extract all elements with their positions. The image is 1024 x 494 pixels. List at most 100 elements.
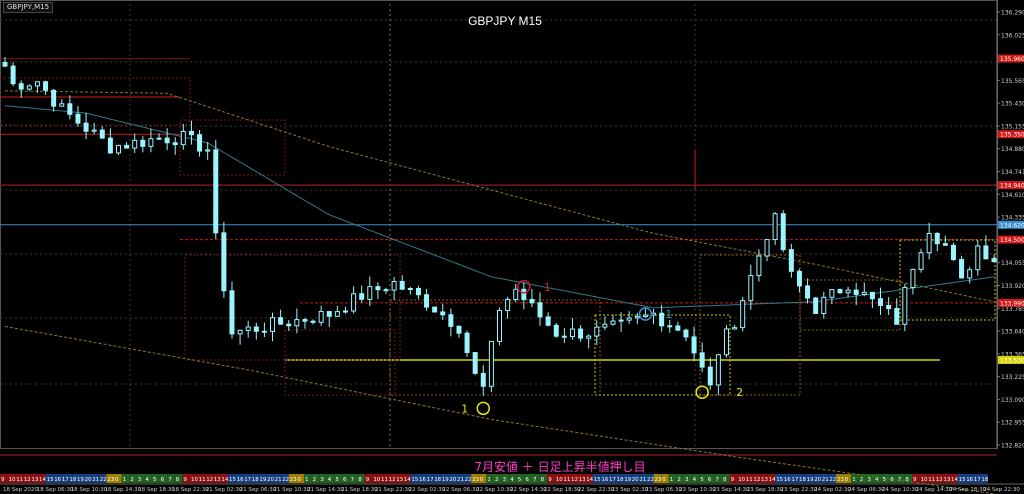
hour-label: 1: [305, 477, 309, 483]
hour-label: 0: [297, 477, 301, 483]
hour-cell: [68, 474, 76, 483]
hour-cell: [433, 474, 441, 483]
candle-body: [115, 144, 121, 154]
hour-cell: [197, 474, 206, 483]
marker-circle: [476, 401, 491, 416]
hour-label: 7: [715, 477, 719, 483]
hour-label: 10: [191, 477, 198, 483]
marker-label: 1: [544, 281, 551, 294]
hour-cell: [349, 474, 358, 483]
hour-label: 17: [609, 477, 616, 483]
candle-body: [569, 328, 575, 338]
candle-body: [367, 286, 373, 300]
candle-body: [618, 319, 624, 322]
price-tag-label: 135.960: [1000, 56, 1024, 63]
hour-cell: [167, 474, 175, 483]
hour-cell: [760, 474, 768, 483]
hour-cell: [912, 474, 920, 483]
time-tick-label: 23 Sep 22:30: [780, 487, 817, 493]
candle-body: [910, 268, 916, 288]
time-tick-label: 21 Sep 02:30: [206, 487, 243, 493]
hour-label: 22: [829, 477, 836, 483]
hour-label: 15: [411, 477, 418, 483]
symbol-tab[interactable]: GBPJPY,M15: [3, 2, 54, 13]
hour-label: 17: [244, 477, 251, 483]
hour-cell: [600, 474, 608, 483]
hour-cell: [547, 474, 555, 483]
hour-cell: [380, 474, 388, 483]
price-tick-label: 134.610: [1001, 192, 1024, 199]
hour-cell: [980, 474, 988, 483]
candle-body: [699, 352, 705, 368]
hour-cell: [752, 474, 760, 483]
candle-body: [529, 298, 535, 304]
candle-body: [691, 336, 697, 354]
hour-cell: [250, 474, 259, 483]
hour-label: 7: [168, 477, 172, 483]
candle-body: [10, 65, 16, 85]
hour-label: 14: [404, 477, 411, 483]
candle-body: [918, 252, 924, 270]
price-axis[interactable]: 136.290136.025135.820135.565135.430135.1…: [996, 0, 1024, 450]
price-tick-label: 133.225: [1001, 374, 1024, 381]
hour-cell: [585, 474, 593, 483]
hour-cell: [319, 474, 327, 483]
strategy-caption: 7月安値 ＋ 日足上昇半値押し目: [474, 460, 646, 474]
time-tick-label: 18 Sep 14:30: [104, 487, 141, 493]
hour-cell: [744, 474, 753, 483]
hour-cell: [106, 474, 114, 483]
marker-circle: [638, 307, 653, 321]
marker-label: 2: [736, 386, 743, 399]
hour-label: 13: [579, 477, 586, 483]
candle-body: [723, 328, 729, 356]
price-tag-label: 134.940: [1000, 183, 1024, 190]
candles[interactable]: [2, 56, 997, 396]
hour-label: 14: [586, 477, 593, 483]
hour-cell: [121, 474, 130, 483]
hour-label: 21: [92, 477, 99, 483]
candle-body: [132, 139, 138, 149]
hour-label: 12: [571, 477, 578, 483]
candle-body: [91, 129, 97, 132]
hour-cell: [782, 474, 791, 483]
hour-label: 20: [449, 477, 456, 483]
hour-cell: [114, 474, 122, 483]
hour-label: 1: [487, 477, 491, 483]
hour-label: 18: [252, 477, 259, 483]
hour-cell: [440, 474, 449, 483]
time-tick-label: 21 Sep 22:30: [375, 487, 412, 493]
hour-label: 22: [282, 477, 289, 483]
hour-cell: [646, 474, 654, 483]
hour-label: 6: [708, 477, 712, 483]
hour-label: 18: [617, 477, 624, 483]
price-tick-label: 135.430: [1001, 101, 1024, 108]
hour-cell: [129, 474, 137, 483]
hour-cell: [83, 474, 92, 483]
time-tick-label: 24 Sep 10:30: [882, 487, 919, 493]
hour-cell: [661, 474, 669, 483]
price-tick-label: 133.640: [1001, 329, 1024, 336]
hour-cell: [387, 474, 396, 483]
candle-body: [180, 130, 186, 146]
candle-body: [318, 311, 324, 323]
candle-body: [886, 304, 892, 310]
candle-body: [853, 289, 859, 295]
hour-label: 12: [389, 477, 396, 483]
hour-cell: [919, 474, 928, 483]
hour-cell: [288, 474, 297, 483]
candle-body: [229, 290, 235, 335]
hour-cell: [608, 474, 616, 483]
hour-cell: [326, 474, 335, 483]
price-tick-label: 133.785: [1001, 306, 1024, 313]
candle-body: [805, 285, 811, 299]
candle-body: [902, 286, 908, 325]
candle-body: [391, 281, 397, 291]
hour-cell: [775, 474, 783, 483]
hour-cell: [136, 474, 145, 483]
hour-cell: [30, 474, 38, 483]
candle-body: [342, 310, 348, 313]
candle-body: [715, 354, 721, 386]
